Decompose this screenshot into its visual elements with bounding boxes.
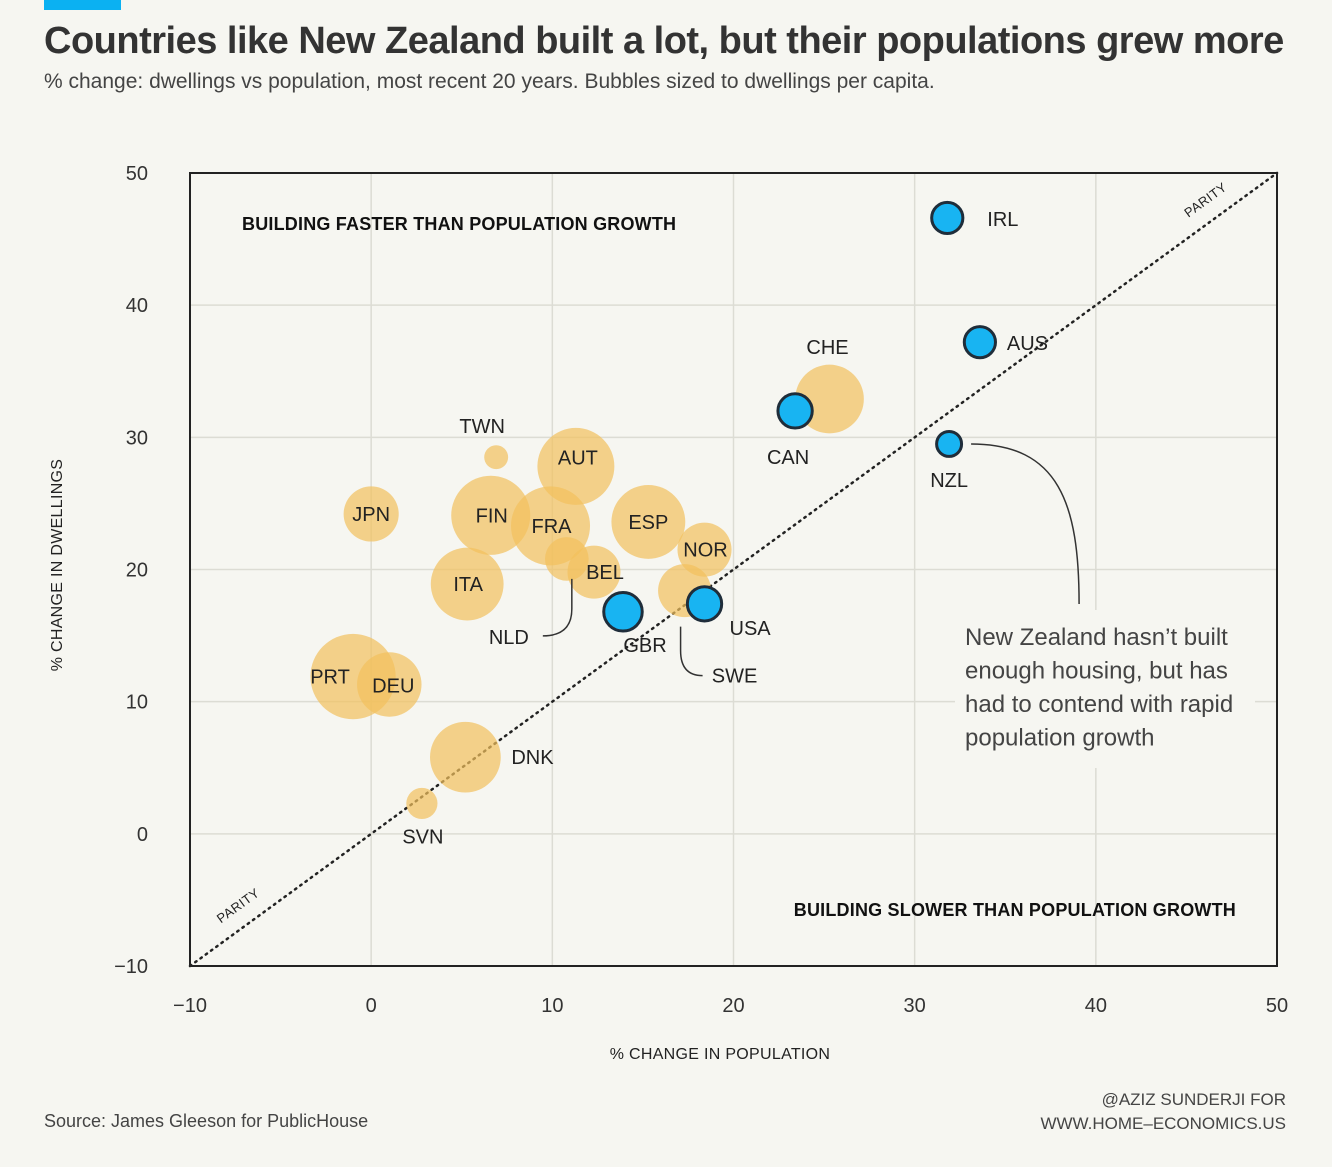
bubble-dnk bbox=[430, 721, 501, 793]
chart-subtitle: % change: dwellings vs population, most … bbox=[44, 70, 935, 93]
label-deu: DEU bbox=[372, 675, 414, 697]
y-tick-label: 40 bbox=[126, 295, 148, 317]
label-svn: SVN bbox=[402, 826, 443, 848]
label-nor: NOR bbox=[683, 540, 727, 562]
bubble-ita bbox=[430, 547, 504, 621]
bubble-nor bbox=[677, 522, 732, 577]
label-che: CHE bbox=[806, 337, 848, 359]
x-tick-label: 50 bbox=[1266, 995, 1288, 1017]
plot-frame bbox=[189, 172, 1278, 967]
label-bel: BEL bbox=[586, 562, 624, 584]
label-prt: PRT bbox=[310, 667, 350, 689]
y-tick-label: 50 bbox=[126, 163, 148, 185]
label-usa: USA bbox=[730, 618, 772, 640]
bubble-nld bbox=[544, 537, 589, 581]
label-aus: AUS bbox=[1007, 333, 1048, 355]
x-tick-label: 40 bbox=[1085, 995, 1107, 1017]
y-tick-label: 0 bbox=[137, 824, 148, 846]
bubble-aus bbox=[962, 325, 997, 360]
label-fra: FRA bbox=[532, 516, 573, 538]
y-tick-label: 10 bbox=[126, 692, 148, 714]
bubble-fin bbox=[451, 475, 531, 555]
bubble-jpn bbox=[343, 486, 399, 542]
annotation-leader-line bbox=[971, 443, 1080, 604]
label-irl: IRL bbox=[987, 209, 1018, 231]
annotation-line: New Zealand hasn’t built bbox=[965, 624, 1228, 651]
accent-bar bbox=[44, 0, 121, 10]
y-tick-label: 20 bbox=[126, 560, 148, 582]
credit-line-2: WWW.HOME–ECONOMICS.US bbox=[1040, 1114, 1286, 1133]
source-note: Source: James Gleeson for PublicHouse bbox=[44, 1111, 369, 1131]
bubble-deu bbox=[357, 652, 422, 717]
label-aut: AUT bbox=[558, 447, 598, 469]
chart-title: Countries like New Zealand built a lot, … bbox=[44, 20, 1284, 62]
bubble-nzl bbox=[935, 429, 964, 458]
annotation: New Zealand hasn’t built enough housing, … bbox=[955, 443, 1255, 768]
x-tick-label: 20 bbox=[722, 995, 744, 1017]
quadrant-label-upper: BUILDING FASTER THAN POPULATION GROWTH bbox=[242, 214, 676, 234]
quadrant-label-lower: BUILDING SLOWER THAN POPULATION GROWTH bbox=[794, 900, 1236, 920]
label-nld: NLD bbox=[489, 627, 529, 649]
x-tick-label: 10 bbox=[541, 995, 563, 1017]
label-esp: ESP bbox=[628, 512, 668, 534]
leader-line-swe bbox=[679, 626, 703, 677]
x-tick-label: 30 bbox=[904, 995, 926, 1017]
leader-line-nld bbox=[542, 578, 573, 637]
label-can: CAN bbox=[767, 447, 809, 469]
x-tick-label: −10 bbox=[173, 995, 207, 1017]
label-jpn: JPN bbox=[352, 504, 390, 526]
bubble-gbr bbox=[602, 591, 644, 633]
label-dnk: DNK bbox=[511, 747, 554, 769]
y-tick-label: 30 bbox=[126, 427, 148, 449]
label-swe: SWE bbox=[712, 666, 758, 688]
label-nzl: NZL bbox=[930, 470, 968, 492]
bubble-svn bbox=[406, 787, 438, 820]
bubble-aut bbox=[537, 427, 615, 505]
credit-line-1: @AZIZ SUNDERJI FOR bbox=[1101, 1090, 1286, 1109]
x-axis-title: % CHANGE IN POPULATION bbox=[610, 1046, 831, 1063]
tick-labels: −10 0 10 20 30 40 50 −10 0 10 20 30 40 50 bbox=[114, 163, 1288, 1017]
annotation-line: had to contend with rapid bbox=[965, 691, 1233, 718]
bubble-can bbox=[776, 392, 814, 430]
parity-label: PARITY bbox=[1181, 179, 1229, 220]
credit-note: @AZIZ SUNDERJI FOR WWW.HOME–ECONOMICS.US bbox=[1040, 1088, 1286, 1136]
bubble-labels: IRL AUS NZL CAN USA GBR CHE AUT ESP FIN FRA NOR NLD B… bbox=[310, 209, 1048, 848]
x-tick-label: 0 bbox=[366, 995, 377, 1017]
annotation-line: enough housing, but has bbox=[965, 658, 1228, 685]
label-fin: FIN bbox=[476, 505, 508, 527]
y-axis-title: % CHANGE IN DWELLINGS bbox=[49, 459, 66, 672]
bubbles bbox=[310, 200, 997, 820]
bubble-usa bbox=[685, 585, 724, 623]
label-twn: TWN bbox=[459, 416, 505, 438]
bubble-esp bbox=[611, 485, 686, 559]
bubble-irl bbox=[930, 200, 965, 236]
annotation-backdrop bbox=[955, 610, 1255, 768]
bubble-twn bbox=[484, 445, 509, 470]
y-tick-label: −10 bbox=[114, 956, 148, 978]
annotation-line: population growth bbox=[965, 725, 1154, 752]
label-ita: ITA bbox=[453, 574, 483, 596]
label-gbr: GBR bbox=[623, 635, 666, 657]
